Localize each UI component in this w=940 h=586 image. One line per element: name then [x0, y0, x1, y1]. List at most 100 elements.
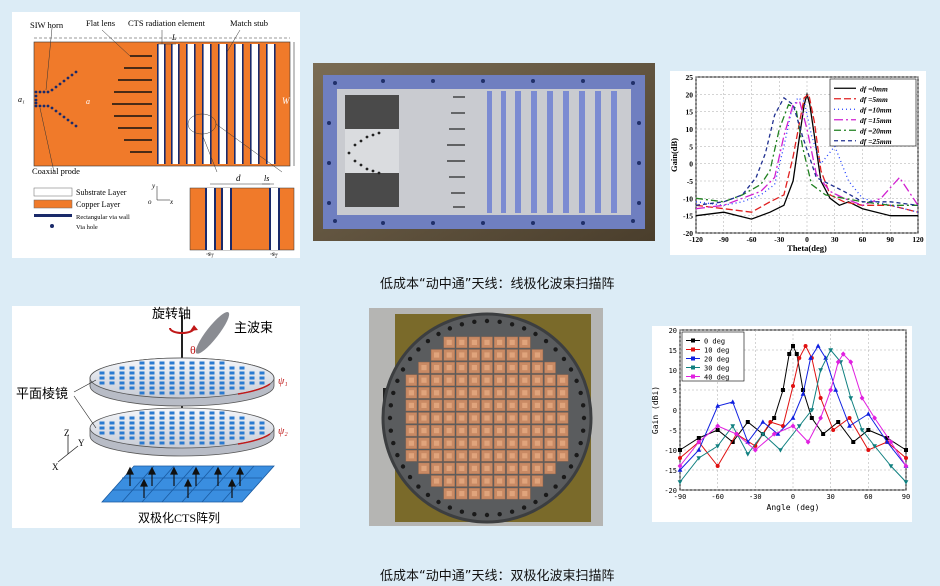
series-point-3 [818, 368, 824, 373]
series-point-4 [903, 463, 909, 469]
y-tick-label: -10 [683, 194, 693, 203]
series-point-3 [696, 456, 702, 461]
axis-Y: Y [78, 438, 85, 448]
patch-grid [405, 336, 569, 500]
legend-via-hole: Via hole [76, 224, 98, 231]
cts-slots [157, 44, 276, 164]
series-point-3 [872, 444, 878, 449]
legend-copper: Copper Layer [76, 200, 121, 209]
main-beam [195, 312, 230, 354]
label-s1: s₁ [208, 250, 213, 258]
series-point-1 [678, 456, 682, 460]
x-tick-label: 0 [791, 493, 795, 501]
dark-block-bottom [345, 173, 399, 207]
x-tick-label: 0 [805, 235, 809, 244]
series-point-1 [904, 456, 908, 460]
linear-array-photo [313, 63, 655, 241]
label-a1: a₁ [18, 95, 25, 104]
legend-entry-0: 0 deg [704, 338, 725, 346]
label-psi1: ψ₁ [278, 376, 288, 387]
circular-array-photo [369, 308, 603, 526]
series-point-0 [791, 344, 795, 348]
axis-X: X [52, 462, 59, 472]
legend-entry-1: df =5mm [860, 95, 888, 104]
y-tick-label: 0 [673, 407, 677, 415]
series-point-3 [809, 408, 815, 413]
series-point-4 [828, 387, 834, 393]
series-point-2 [884, 439, 890, 444]
x-tick-label: 60 [864, 493, 872, 501]
y-tick-label: 15 [686, 108, 694, 117]
series-line-4 [695, 103, 918, 206]
label-match-stub: Match stub [230, 18, 268, 28]
y-axis-label: Gain (dBi) [652, 386, 660, 434]
x-tick-label: -60 [711, 493, 724, 501]
series-point-4 [677, 463, 683, 469]
series-point-2 [847, 423, 852, 428]
legend-entry-4: 40 deg [704, 374, 729, 382]
series-point-2 [815, 343, 821, 348]
series-point-4 [790, 423, 796, 429]
array-field-arrows [126, 466, 244, 498]
series-point-0 [794, 352, 799, 356]
series-point-2 [800, 391, 806, 396]
series-point-3 [888, 464, 894, 469]
chart1-panel: -120 -90 -60 -30 0 30 60 90 120 -20 -15 -10 -5 0 5 10 15… [670, 71, 926, 255]
y-tick-label: -5 [687, 177, 693, 186]
series-point-3 [859, 428, 865, 433]
legend-substrate: Substrate Layer [76, 188, 127, 197]
series-point-4 [696, 439, 702, 445]
legend-entry-2: 20 deg [704, 356, 729, 364]
series-line-5 [695, 96, 919, 206]
legend-marker-0 [691, 338, 695, 343]
series-point-3 [796, 424, 802, 429]
x-tick-label: 30 [826, 493, 834, 501]
series-point-1 [791, 384, 795, 388]
series-point-0 [730, 440, 735, 444]
series-point-2 [730, 399, 736, 404]
label-a: a [86, 97, 90, 106]
y-tick-label: 10 [686, 125, 694, 134]
axis-y: y [151, 182, 156, 190]
series-point-0 [780, 388, 785, 392]
label-siw-horn: SIW horn [30, 20, 64, 30]
series-point-3 [760, 432, 766, 437]
series-point-4 [734, 431, 739, 437]
x-tick-label: 90 [887, 235, 895, 244]
legend-via-hole-swatch [50, 224, 54, 228]
siw-horn-vias [34, 70, 78, 128]
label-cts-element: CTS radiation element [128, 18, 206, 28]
series-point-3 [778, 448, 783, 453]
y-tick-label: -15 [683, 212, 693, 221]
chart1-svg: -120 -90 -60 -30 0 30 60 90 120 -20 -15 -10 -5 0 5 10 15… [670, 73, 924, 253]
series-point-2 [833, 387, 839, 392]
y-tick-label: 15 [669, 347, 677, 355]
label-psi2: ψ₂ [278, 426, 288, 437]
detail-inset [189, 183, 295, 255]
dual-pol-diagram: 旋转轴 主波束 θ 平面棱镜 ψ₁ ψ₂ 双极化CTS阵列 Z Y X [12, 306, 300, 528]
x-tick-label: -30 [749, 493, 762, 501]
series-point-0 [885, 436, 890, 440]
y-tick-label: 5 [673, 387, 677, 395]
label-rotation-axis: 旋转轴 [152, 306, 191, 321]
series-point-3 [677, 480, 683, 485]
series-point-4 [771, 431, 777, 437]
legend-marker-4 [691, 374, 695, 379]
series-point-1 [818, 396, 823, 400]
series-point-1 [803, 344, 808, 348]
x-tick-label: 60 [859, 235, 867, 244]
dark-block-top [345, 95, 399, 129]
flat-lens-lines [112, 55, 152, 153]
series-point-3 [848, 396, 854, 401]
series-point-0 [772, 416, 777, 420]
y-tick-label: -10 [664, 447, 677, 455]
series-point-1 [768, 420, 773, 424]
series-point-2 [790, 415, 796, 420]
series-point-0 [851, 440, 856, 444]
x-tick-label: 90 [902, 493, 910, 501]
y-tick-label: -20 [664, 487, 677, 495]
series-point-0 [787, 352, 792, 356]
label-s2: s₂ [272, 250, 278, 258]
series-point-0 [866, 428, 871, 432]
label-theta: θ [190, 343, 196, 357]
